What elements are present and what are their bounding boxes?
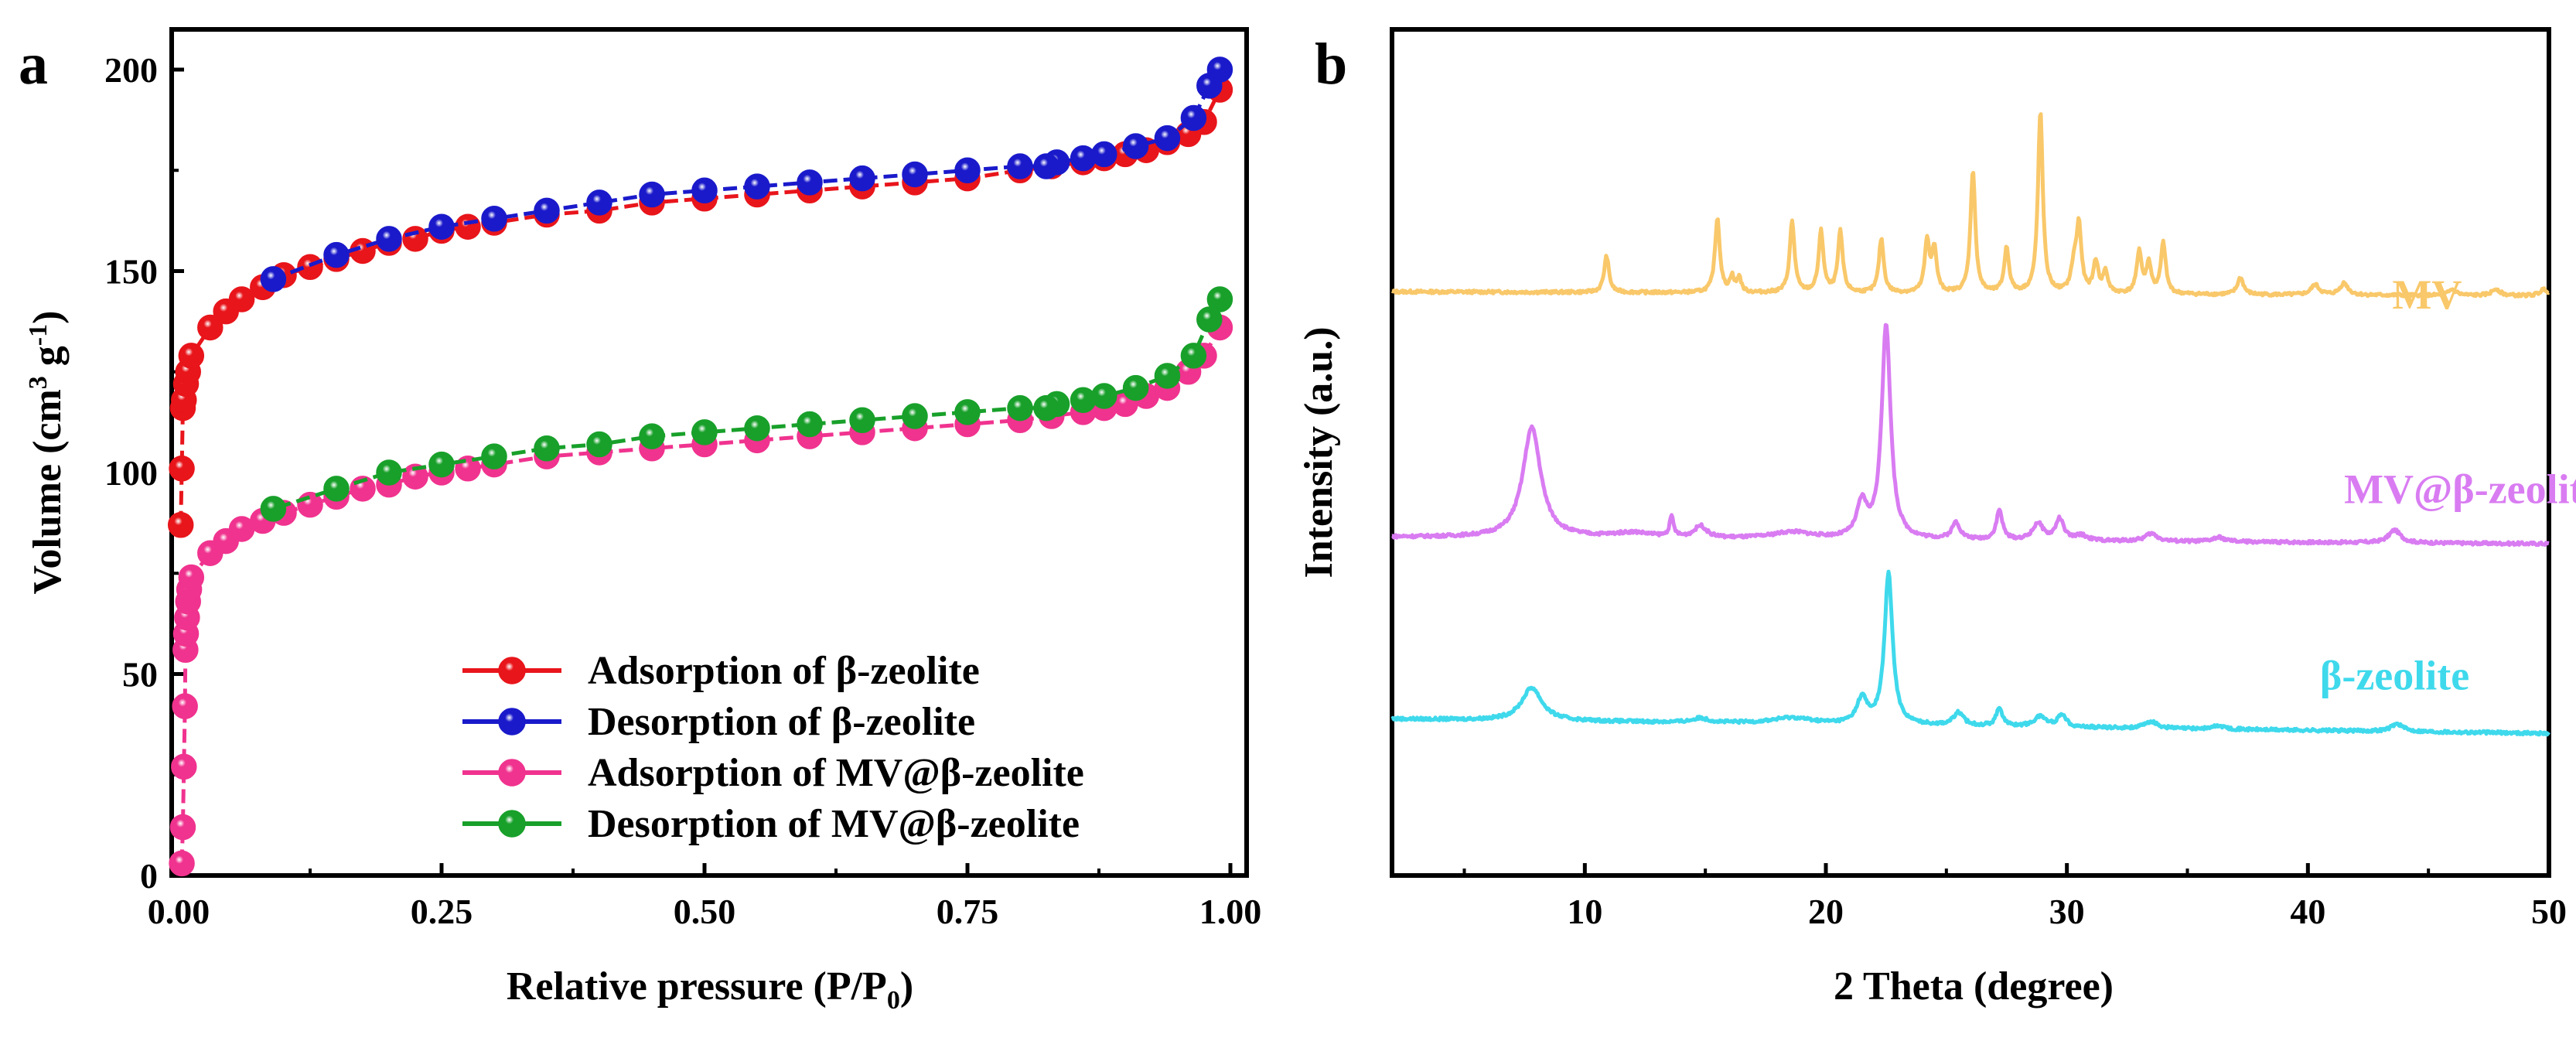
- legend-marker: [498, 759, 526, 787]
- y-tick-label-a: 50: [122, 655, 158, 695]
- data-point: [954, 157, 981, 183]
- data-point: [1070, 145, 1097, 172]
- x-tick-label-a: 0.00: [148, 892, 210, 931]
- data-point: [1122, 133, 1149, 159]
- x-tick-label-b: 10: [1567, 892, 1602, 931]
- y-tick-label-a: 0: [140, 856, 158, 896]
- data-point: [1122, 374, 1149, 401]
- data-point: [1091, 383, 1117, 409]
- data-point: [402, 226, 428, 252]
- data-point: [481, 443, 507, 469]
- data-point: [455, 213, 481, 240]
- xrd-pattern-2: [1390, 569, 2551, 737]
- data-point: [1154, 125, 1181, 152]
- x-tick-label-b: 50: [2531, 892, 2567, 931]
- legend-marker: [498, 708, 526, 736]
- data-point: [1033, 394, 1059, 422]
- panel-label-b: b: [1315, 32, 1347, 97]
- data-point: [178, 564, 205, 591]
- legend-label: Adsorption of β-zeolite: [588, 649, 980, 693]
- isotherm-chart: Relative pressure (P/P0) Volume (cm3 g-1…: [24, 27, 1262, 1015]
- y-tick-label-a: 150: [104, 252, 158, 292]
- legend-label: Adsorption of MV@β-zeolite: [588, 751, 1084, 795]
- data-point: [376, 459, 402, 486]
- data-point: [169, 814, 196, 841]
- data-point: [1196, 73, 1223, 99]
- legend-marker: [498, 657, 526, 684]
- data-point: [428, 213, 455, 240]
- data-point: [376, 226, 402, 252]
- legend-label: Desorption of MV@β-zeolite: [588, 802, 1080, 846]
- data-point: [1206, 286, 1233, 312]
- data-point: [323, 241, 350, 268]
- data-point: [260, 496, 287, 522]
- data-point: [902, 161, 928, 188]
- x-tick-label-b: 30: [2049, 892, 2085, 931]
- plot-frame-b: [1390, 27, 2551, 878]
- data-point: [849, 165, 875, 192]
- data-point: [797, 411, 823, 438]
- data-point: [639, 181, 665, 208]
- y-axis-title-b: Intensity (a.u.): [1297, 326, 1341, 578]
- series-label: MV@β-zeolite: [2344, 466, 2576, 513]
- data-point: [197, 314, 223, 341]
- xrd-chart: 2 Theta (degree) Intensity (a.u.) 10 20 30…: [1297, 27, 2576, 1009]
- data-point: [744, 173, 770, 200]
- data-point: [171, 753, 197, 780]
- data-point: [260, 266, 287, 292]
- data-point: [1070, 387, 1097, 413]
- data-point: [1154, 363, 1181, 389]
- data-point: [954, 399, 981, 425]
- y-tick-label-a: 100: [104, 453, 158, 493]
- panel-label-a: a: [19, 32, 48, 97]
- data-point: [902, 403, 928, 429]
- data-point: [402, 463, 428, 490]
- data-point: [1007, 153, 1033, 179]
- x-tick-label-b: 40: [2290, 892, 2325, 931]
- data-point: [849, 407, 875, 434]
- y-tick-label-a: 200: [104, 50, 158, 90]
- data-point: [691, 177, 718, 204]
- data-point: [481, 206, 507, 232]
- series-label: β-zeolite: [2320, 652, 2469, 698]
- data-point: [1007, 394, 1033, 422]
- x-tick-label-a: 0.50: [674, 892, 736, 931]
- data-point: [534, 197, 560, 224]
- data-point: [586, 189, 612, 216]
- data-point: [323, 476, 350, 502]
- data-point: [639, 423, 665, 449]
- xrd-pattern-1: [1390, 323, 2550, 548]
- data-point: [169, 456, 195, 482]
- x-axis-title-b: 2 Theta (degree): [1834, 964, 2114, 1009]
- data-point: [428, 451, 455, 478]
- data-point: [691, 419, 718, 445]
- x-axis-title-a: Relative pressure (P/P0): [507, 964, 913, 1015]
- data-point: [228, 286, 255, 312]
- series-label: MV: [2392, 271, 2462, 318]
- data-point: [167, 511, 194, 538]
- x-tick-label-a: 1.00: [1199, 892, 1262, 931]
- data-point: [586, 431, 612, 458]
- xrd-pattern-0: [1390, 112, 2550, 299]
- data-point: [178, 343, 205, 369]
- y-axis-title-a: Volume (cm3 g-1): [24, 311, 70, 595]
- plot-frame-a: [169, 27, 1249, 878]
- x-tick-label-a: 0.75: [937, 892, 999, 931]
- data-point: [1196, 306, 1223, 333]
- data-point: [744, 415, 770, 442]
- data-point: [1180, 343, 1207, 369]
- data-point: [169, 850, 195, 877]
- data-point: [797, 169, 823, 196]
- x-tick-label-b: 20: [1808, 892, 1844, 931]
- legend-marker: [498, 810, 526, 838]
- data-point: [172, 693, 198, 719]
- data-point: [534, 435, 560, 462]
- data-point: [1180, 104, 1207, 131]
- data-point: [1091, 141, 1117, 168]
- x-tick-label-a: 0.25: [411, 892, 473, 931]
- data-point: [1033, 153, 1059, 179]
- legend-label: Desorption of β-zeolite: [588, 700, 975, 744]
